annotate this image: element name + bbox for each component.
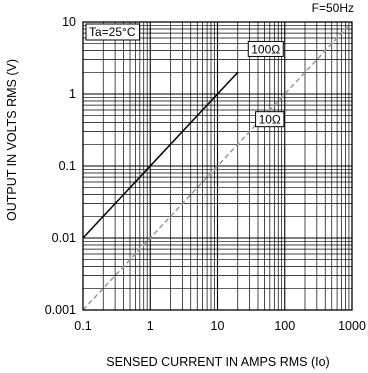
y-tick-label: 10 xyxy=(62,15,76,29)
series-label: 100Ω xyxy=(251,42,280,56)
condition-label: Ta=25°C xyxy=(89,25,136,39)
plot-frame xyxy=(82,21,353,311)
series-label: 10Ω xyxy=(259,113,281,127)
series-line-100-ohm xyxy=(82,71,239,239)
x-tick-label: 1 xyxy=(147,319,154,333)
condition-label-box xyxy=(85,23,140,41)
series-label-box xyxy=(255,111,285,128)
x-tick-label: 10 xyxy=(211,319,225,333)
y-tick-label: 0.1 xyxy=(59,159,76,173)
y-tick-label: 0.01 xyxy=(52,231,76,245)
series-line-10-ohm xyxy=(82,21,353,311)
x-tick-label: 1000 xyxy=(338,319,366,333)
annotations: F=50Hz Ta=25°C SENSED CURRENT IN AMPS RM… xyxy=(5,1,354,369)
x-tick-label: 0.1 xyxy=(74,319,91,333)
y-tick-label: 0.001 xyxy=(45,303,76,317)
y-axis-label: OUTPUT IN VOLTS RMS (V) xyxy=(5,59,19,221)
tick-labels: 0.1 1 10 100 1000 0.001 0.01 0.1 1 10 xyxy=(45,15,366,333)
x-tick-label: 100 xyxy=(274,319,295,333)
series-label-box xyxy=(247,40,284,57)
frequency-label: F=50Hz xyxy=(312,1,354,15)
y-tick-label: 1 xyxy=(69,87,76,101)
grid xyxy=(83,22,352,310)
series-lines xyxy=(82,21,353,311)
x-axis-label: SENSED CURRENT IN AMPS RMS (Io) xyxy=(106,355,329,369)
